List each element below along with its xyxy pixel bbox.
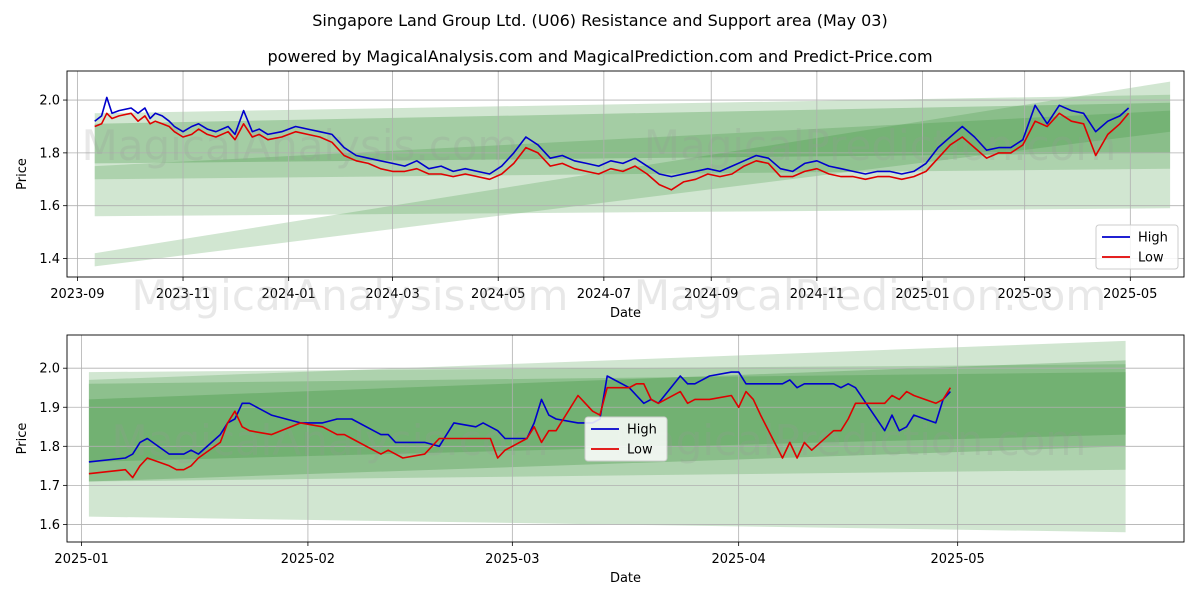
x-tick-label: 2024-11 bbox=[790, 287, 844, 302]
legend-label-low: Low bbox=[627, 443, 653, 458]
series-low-line bbox=[88, 383, 952, 479]
x-tick-label: 2025-05 bbox=[931, 552, 985, 567]
y-axis-label: Price bbox=[15, 158, 30, 190]
chart-title: Singapore Land Group Ltd. (U06) Resistan… bbox=[312, 11, 887, 30]
watermark-text: MagicalPrediction.com bbox=[634, 271, 1107, 320]
x-axis-label: Date bbox=[610, 306, 641, 321]
watermark-text: MagicalAnalysis.com bbox=[82, 121, 519, 170]
x-tick-label: 2025-01 bbox=[54, 552, 108, 567]
legend-label-high: High bbox=[627, 423, 657, 438]
axes-frame bbox=[66, 70, 1185, 278]
y-axis-label: Price bbox=[15, 423, 30, 455]
series-lines bbox=[94, 96, 1130, 191]
y-tick-label: 1.8 bbox=[39, 146, 60, 161]
watermark-text: MagicalAnalysis.com bbox=[112, 416, 549, 465]
legend-box bbox=[1095, 224, 1179, 270]
series-high-line bbox=[88, 371, 951, 463]
band-3 bbox=[94, 81, 1171, 267]
x-tick-label: 2025-05 bbox=[1103, 287, 1157, 302]
y-tick-label: 2.0 bbox=[39, 362, 60, 377]
band-2 bbox=[94, 94, 1171, 180]
x-tick-label: 2025-03 bbox=[998, 287, 1052, 302]
legend: High Low bbox=[1095, 224, 1179, 270]
x-tick-label: 2024-09 bbox=[684, 287, 738, 302]
series-low-line bbox=[94, 112, 1130, 191]
chart-subtitle: powered by MagicalAnalysis.com and Magic… bbox=[267, 47, 932, 66]
watermark-text: MagicalPrediction.com bbox=[644, 121, 1117, 170]
x-tick-label: 2023-09 bbox=[50, 287, 104, 302]
x-tick-label: 2024-01 bbox=[262, 287, 316, 302]
x-tick-label: 2025-02 bbox=[281, 552, 335, 567]
x-tick-label: 2024-03 bbox=[365, 287, 419, 302]
x-tick-label: 2025-04 bbox=[711, 552, 765, 567]
legend: High Low bbox=[584, 416, 668, 462]
x-axis-label: Date bbox=[610, 571, 641, 586]
x-tick-label: 2024-07 bbox=[577, 287, 631, 302]
x-tick-label: 2025-03 bbox=[485, 552, 539, 567]
axes-frame bbox=[66, 334, 1185, 543]
grid bbox=[67, 71, 1184, 277]
y-tick-label: 1.8 bbox=[39, 440, 60, 455]
y-tick-label: 1.4 bbox=[39, 252, 60, 267]
bottom-panel: 2025-01 2025-02 2025-03 2025-04 2025-05 1.6 1.… bbox=[15, 334, 1185, 586]
legend-label-low: Low bbox=[1138, 251, 1164, 266]
band-1 bbox=[94, 110, 1171, 217]
watermark-text: MagicalAnalysis.com bbox=[132, 271, 569, 320]
y-tick-label: 1.6 bbox=[39, 199, 60, 214]
x-tick-label: 2024-05 bbox=[471, 287, 525, 302]
y-tick-label: 1.6 bbox=[39, 518, 60, 533]
y-tick-label: 1.7 bbox=[39, 479, 60, 494]
series-lines bbox=[88, 371, 952, 479]
y-tick-label: 1.9 bbox=[39, 401, 60, 416]
legend-box bbox=[584, 416, 668, 462]
top-panel: 2023-09 2023-11 2024-01 2024-03 2024-05 2024-… bbox=[15, 70, 1185, 321]
y-tick-label: 2.0 bbox=[39, 94, 60, 109]
series-high-line bbox=[94, 96, 1130, 178]
watermark-text: MagicalPrediction.com bbox=[614, 416, 1087, 465]
band-4 bbox=[94, 102, 1171, 164]
x-tick-label: 2023-11 bbox=[156, 287, 210, 302]
x-tick-label: 2025-01 bbox=[895, 287, 949, 302]
resistance-support-bands bbox=[94, 81, 1171, 267]
legend-label-high: High bbox=[1138, 231, 1168, 246]
